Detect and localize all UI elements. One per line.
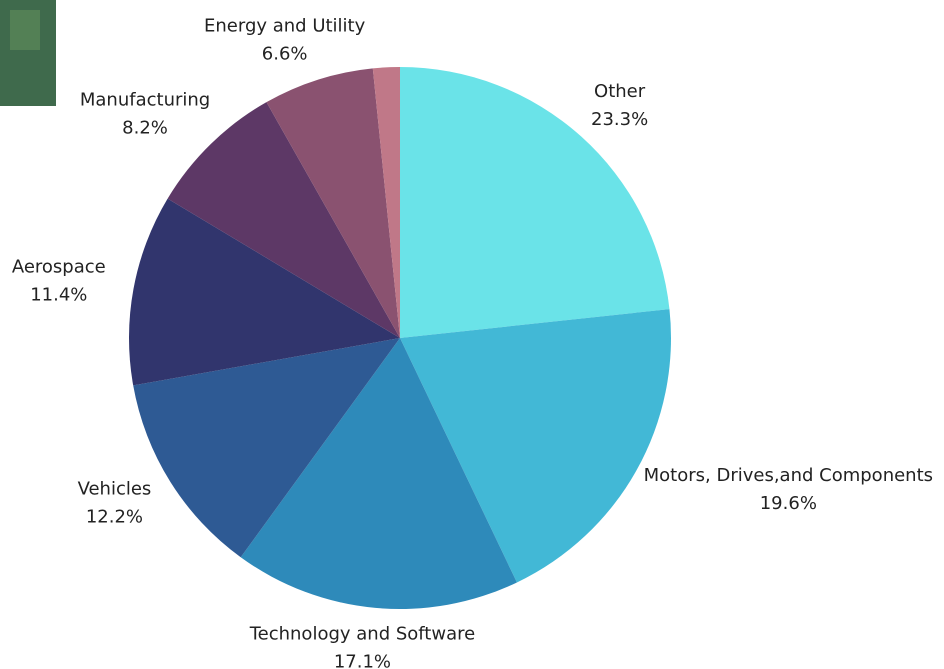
slice-label: Vehicles [78,479,152,500]
slice-label: Aerospace [12,256,106,277]
slice-label: Motors, Drives,and Components [644,465,933,486]
slice-value-label: 6.6% [262,44,308,65]
pie-slice [400,67,669,338]
slice-label: Energy and Utility [204,16,366,37]
slice-value-label: 8.2% [122,118,168,139]
slice-label: Manufacturing [80,90,210,111]
slice-label: Other [594,81,646,102]
slice-value-label: 19.6% [760,493,817,514]
slice-label: Technology and Software [249,624,475,645]
slice-value-label: 11.4% [30,284,87,305]
chart: Other 23.3% Motors, Drives,and Components 1… [0,0,944,669]
slice-value-label: 12.2% [86,507,143,528]
slice-value-label: 23.3% [591,109,648,130]
photo-detail [10,10,40,50]
slice-value-label: 17.1% [334,652,391,669]
